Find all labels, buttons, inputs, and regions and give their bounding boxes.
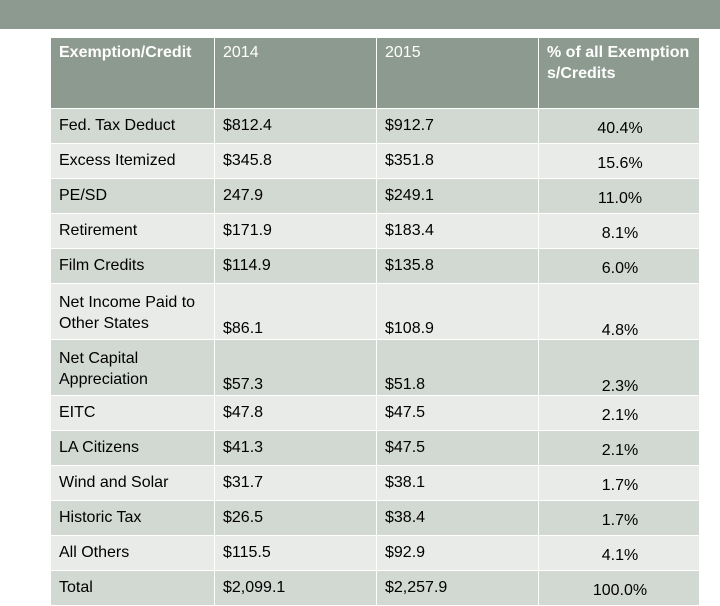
value-2015: $38.1	[377, 466, 539, 501]
table-row: Historic Tax $26.5 $38.4 1.7%	[51, 501, 700, 536]
value-2015: $351.8	[377, 144, 539, 179]
value-2015: $912.7	[377, 109, 539, 144]
row-label: Total	[51, 571, 215, 606]
value-percent: 2.1%	[539, 431, 700, 466]
table-row-total: Total $2,099.1 $2,257.9 100.0%	[51, 571, 700, 606]
value-percent: 2.1%	[539, 396, 700, 431]
value-2014: $114.9	[215, 249, 377, 284]
value-percent: 11.0%	[539, 179, 700, 214]
value-percent: 40.4%	[539, 109, 700, 144]
value-2014: $26.5	[215, 501, 377, 536]
table-row: Wind and Solar $31.7 $38.1 1.7%	[51, 466, 700, 501]
row-label: Excess Itemized	[51, 144, 215, 179]
table-row: EITC $47.8 $47.5 2.1%	[51, 396, 700, 431]
value-2014: $171.9	[215, 214, 377, 249]
value-2015: $51.8	[377, 340, 539, 396]
value-percent: 4.1%	[539, 536, 700, 571]
title-band	[0, 0, 720, 29]
value-2015: $92.9	[377, 536, 539, 571]
table-row: All Others $115.5 $92.9 4.1%	[51, 536, 700, 571]
value-percent: 15.6%	[539, 144, 700, 179]
value-2015: $135.8	[377, 249, 539, 284]
value-2014: $31.7	[215, 466, 377, 501]
table-row: Net Income Paid to Other States $86.1 $1…	[51, 284, 700, 340]
header-exemption-credit: Exemption/Credit	[51, 38, 215, 109]
value-2014: $47.8	[215, 396, 377, 431]
table-row: Retirement $171.9 $183.4 8.1%	[51, 214, 700, 249]
row-label: Retirement	[51, 214, 215, 249]
exemptions-table: Exemption/Credit 2014 2015 % of all Exem…	[51, 38, 700, 606]
table-row: Excess Itemized $345.8 $351.8 15.6%	[51, 144, 700, 179]
value-2014: $812.4	[215, 109, 377, 144]
value-2015: $108.9	[377, 284, 539, 340]
value-2014: $345.8	[215, 144, 377, 179]
table-row: LA Citizens $41.3 $47.5 2.1%	[51, 431, 700, 466]
header-2015: 2015	[377, 38, 539, 109]
value-percent: 2.3%	[539, 340, 700, 396]
header-percent-of-all: % of all Exemptions/Credits	[539, 38, 700, 109]
row-label: EITC	[51, 396, 215, 431]
value-2015: $183.4	[377, 214, 539, 249]
value-percent: 4.8%	[539, 284, 700, 340]
table-row: PE/SD 247.9 $249.1 11.0%	[51, 179, 700, 214]
table-row: Net Capital Appreciation $57.3 $51.8 2.3…	[51, 340, 700, 396]
row-label: Net Income Paid to Other States	[51, 284, 215, 340]
row-label: All Others	[51, 536, 215, 571]
row-label: Film Credits	[51, 249, 215, 284]
row-label: Net Capital Appreciation	[51, 340, 215, 396]
value-percent: 1.7%	[539, 466, 700, 501]
value-2014: 247.9	[215, 179, 377, 214]
row-label: LA Citizens	[51, 431, 215, 466]
table-header-row: Exemption/Credit 2014 2015 % of all Exem…	[51, 38, 700, 109]
row-label: Historic Tax	[51, 501, 215, 536]
value-2015: $47.5	[377, 431, 539, 466]
value-2014: $2,099.1	[215, 571, 377, 606]
value-2015: $2,257.9	[377, 571, 539, 606]
value-percent: 8.1%	[539, 214, 700, 249]
row-label: Fed. Tax Deduct	[51, 109, 215, 144]
value-percent: 6.0%	[539, 249, 700, 284]
value-2015: $249.1	[377, 179, 539, 214]
header-2014: 2014	[215, 38, 377, 109]
value-percent: 100.0%	[539, 571, 700, 606]
value-2014: $57.3	[215, 340, 377, 396]
table-row: Film Credits $114.9 $135.8 6.0%	[51, 249, 700, 284]
row-label: Wind and Solar	[51, 466, 215, 501]
row-label: PE/SD	[51, 179, 215, 214]
value-percent: 1.7%	[539, 501, 700, 536]
table-row: Fed. Tax Deduct $812.4 $912.7 40.4%	[51, 109, 700, 144]
value-2015: $38.4	[377, 501, 539, 536]
value-2014: $41.3	[215, 431, 377, 466]
value-2014: $86.1	[215, 284, 377, 340]
value-2014: $115.5	[215, 536, 377, 571]
value-2015: $47.5	[377, 396, 539, 431]
